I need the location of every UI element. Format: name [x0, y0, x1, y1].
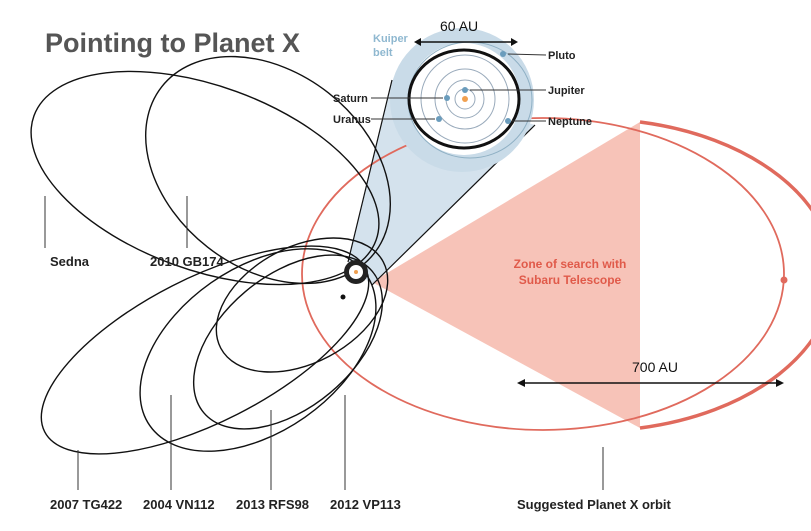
planet-x-orbit [301, 117, 785, 431]
uranus-orbit [434, 68, 496, 130]
label-pluto: Pluto [548, 50, 576, 62]
inset-boundary [407, 48, 521, 150]
orbit-2010-gb174 [144, 55, 392, 285]
neptune-dot [505, 118, 511, 124]
pluto-pointer [507, 53, 547, 56]
orbit-2012-vp113 [215, 237, 389, 373]
orbit-2013-rfs98 [192, 254, 384, 430]
label-kuiper-belt-1: Kuiper [373, 33, 409, 45]
scale-700au-label: 700 AU [632, 359, 678, 375]
label-2004-vn112: 2004 VN112 [143, 497, 215, 512]
zone-label-1: Zone of search with [514, 257, 627, 271]
label-2013-rfs98: 2013 RFS98 [236, 497, 309, 512]
jupiter-dot [462, 87, 468, 93]
label-2012-vp113: 2012 VP113 [330, 497, 401, 512]
diagram-title: Pointing to Planet X [45, 28, 300, 58]
planet-x-orbit-highlight [639, 120, 811, 430]
pluto-dot [500, 51, 506, 57]
label-neptune: Neptune [548, 116, 592, 128]
tno-orbits [30, 55, 392, 455]
label-2007-tg422: 2007 TG422 [50, 497, 122, 512]
object-marker [340, 294, 346, 300]
label-saturn: Saturn [333, 93, 368, 105]
zone-label-2: Subaru Telescope [519, 273, 622, 287]
saturn-dot [444, 95, 450, 101]
orbit-sedna [30, 70, 380, 286]
label-uranus: Uranus [333, 114, 371, 126]
scale-60au-label: 60 AU [440, 18, 478, 34]
sun-icon [462, 96, 468, 102]
inset-connector-left [347, 79, 393, 263]
solar-system-inset: Pluto Jupiter Neptune Saturn Uranus Kuip… [333, 18, 592, 172]
arrow-left-icon [414, 38, 421, 46]
label-planet-x-orbit: Suggested Planet X orbit [517, 497, 672, 512]
arrow-left-icon [517, 379, 525, 387]
arrow-right-icon [511, 38, 518, 46]
neptune-orbit [420, 54, 510, 144]
label-sedna: Sedna [50, 254, 90, 269]
uranus-dot [436, 116, 442, 122]
planet-x-marker [780, 276, 788, 284]
sun-small-icon [354, 270, 358, 274]
label-pointers [44, 196, 604, 490]
label-jupiter: Jupiter [548, 85, 585, 97]
search-zone [372, 122, 640, 428]
label-2010-gb174: 2010 GB174 [150, 254, 224, 269]
arrow-right-icon [776, 379, 784, 387]
label-kuiper-belt-2: belt [373, 47, 393, 59]
